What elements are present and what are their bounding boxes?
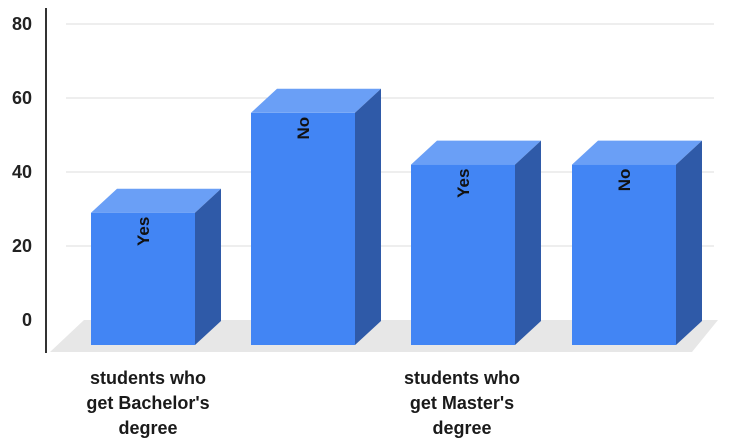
category-label-master: students who get Master's degree xyxy=(404,368,520,438)
bar-top xyxy=(572,140,702,165)
y-tick-label: 20 xyxy=(12,236,32,256)
bar-front xyxy=(251,112,355,345)
bar-side xyxy=(355,88,381,346)
y-tick-label: 40 xyxy=(12,162,32,182)
bar-data-label: Yes xyxy=(454,169,473,198)
bar-front xyxy=(411,164,515,345)
bar-top xyxy=(91,188,221,213)
bar-data-label: Yes xyxy=(134,217,153,246)
y-tick-label: 60 xyxy=(12,88,32,108)
y-tick-label: 80 xyxy=(12,14,32,34)
bar-data-label: No xyxy=(615,169,634,192)
bar-front xyxy=(91,212,195,345)
bar-data-label: No xyxy=(294,117,313,140)
bar-side xyxy=(515,140,541,345)
bar-side xyxy=(195,188,221,345)
bar-chart-svg: 0 20 40 60 80 Yes No Yes No xyxy=(12,8,718,353)
chart-floor xyxy=(50,320,718,352)
bar-front xyxy=(572,164,676,345)
category-label-bachelor: students who get Bachelor's degree xyxy=(86,368,210,438)
bar-side xyxy=(676,140,702,345)
bar-top xyxy=(251,88,381,113)
chart: 0 20 40 60 80 Yes No Yes No students who get Ba… xyxy=(12,8,718,438)
y-tick-label: 0 xyxy=(22,310,32,330)
bar-top xyxy=(411,140,541,165)
